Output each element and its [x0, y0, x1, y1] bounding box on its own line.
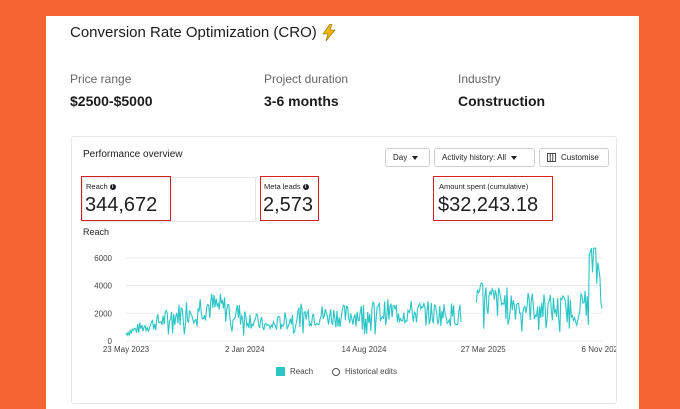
price-range: Price range $2500-$5000 [70, 72, 153, 109]
columns-icon [547, 153, 556, 162]
activity-history-dropdown[interactable]: Activity history: All [434, 148, 535, 167]
meta-leads-label-text: Meta leads [264, 182, 301, 191]
legend-item-historical-edits[interactable]: Historical edits [332, 367, 397, 376]
period-dropdown-label: Day [393, 153, 408, 162]
x-tick-label: 27 Mar 2025 [461, 345, 506, 354]
industry-value: Construction [458, 93, 546, 109]
legend-item-reach[interactable]: Reach [276, 367, 313, 376]
historical-edits-legend-label: Historical edits [345, 367, 398, 376]
y-tick-label: 4000 [94, 282, 112, 291]
reach-series-line [475, 247, 603, 333]
price-range-value: $2500-$5000 [70, 93, 153, 109]
performance-overview-title: Performance overview [83, 149, 183, 160]
industry: Industry Construction [458, 72, 545, 109]
price-range-label: Price range [70, 72, 132, 86]
history-icon [332, 367, 340, 376]
x-tick-label: 23 May 2023 [103, 345, 150, 354]
amount-spent-highlight-box [433, 176, 553, 221]
project-duration: Project duration 3-6 months [264, 72, 348, 109]
amount-spent-metric-value: $32,243.18 [438, 194, 539, 216]
project-card: Conversion Rate Optimization (CRO) Price… [46, 16, 639, 409]
title-text: Conversion Rate Optimization (CRO) [70, 24, 317, 41]
industry-label: Industry [458, 72, 501, 86]
meta-leads-metric-label: Meta leads i [264, 182, 309, 191]
amount-spent-label-text: Amount spent (cumulative) [439, 182, 529, 191]
meta-leads-highlight-box [260, 176, 319, 221]
x-tick-label: 2 Jan 2024 [225, 345, 265, 354]
reach-legend-swatch [276, 367, 285, 376]
amount-spent-metric-label: Amount spent (cumulative) [439, 182, 528, 191]
lightning-bolt-icon [322, 24, 336, 41]
chart-title: Reach [83, 227, 110, 237]
period-dropdown[interactable]: Day [385, 148, 430, 167]
project-duration-value: 3-6 months [264, 93, 339, 109]
info-icon: i [109, 183, 116, 190]
meta-leads-metric-value: 2,573 [263, 194, 314, 216]
y-tick-label: 6000 [94, 254, 112, 263]
reach-metric-card[interactable] [82, 177, 256, 222]
reach-legend-label: Reach [290, 367, 314, 376]
customise-button[interactable]: Customise [539, 148, 609, 167]
chevron-down-icon [511, 155, 518, 160]
reach-highlight-box [81, 176, 171, 221]
page-title: Conversion Rate Optimization (CRO) [70, 24, 336, 41]
y-tick-label: 2000 [94, 309, 112, 318]
reach-label-text: Reach [86, 182, 108, 191]
y-tick-label: 0 [108, 337, 113, 346]
reach-series-line [125, 293, 462, 338]
x-tick-label: 14 Aug 2024 [342, 345, 387, 354]
x-tick-label: 6 Nov 2025 [582, 345, 616, 354]
activity-history-label: Activity history: All [442, 153, 507, 162]
performance-overview-panel: Performance overview Day Activity histor… [71, 136, 617, 404]
chevron-down-icon [412, 155, 419, 160]
reach-line-chart: 0 2000 4000 6000 23 May 2023 2 Jan 2024 14 Aug… [94, 247, 616, 354]
reach-metric-value: 344,672 [85, 194, 158, 216]
customise-label: Customise [561, 153, 599, 162]
info-icon: i [302, 183, 309, 190]
project-duration-label: Project duration [264, 72, 349, 86]
reach-metric-label: Reach i [86, 182, 116, 191]
